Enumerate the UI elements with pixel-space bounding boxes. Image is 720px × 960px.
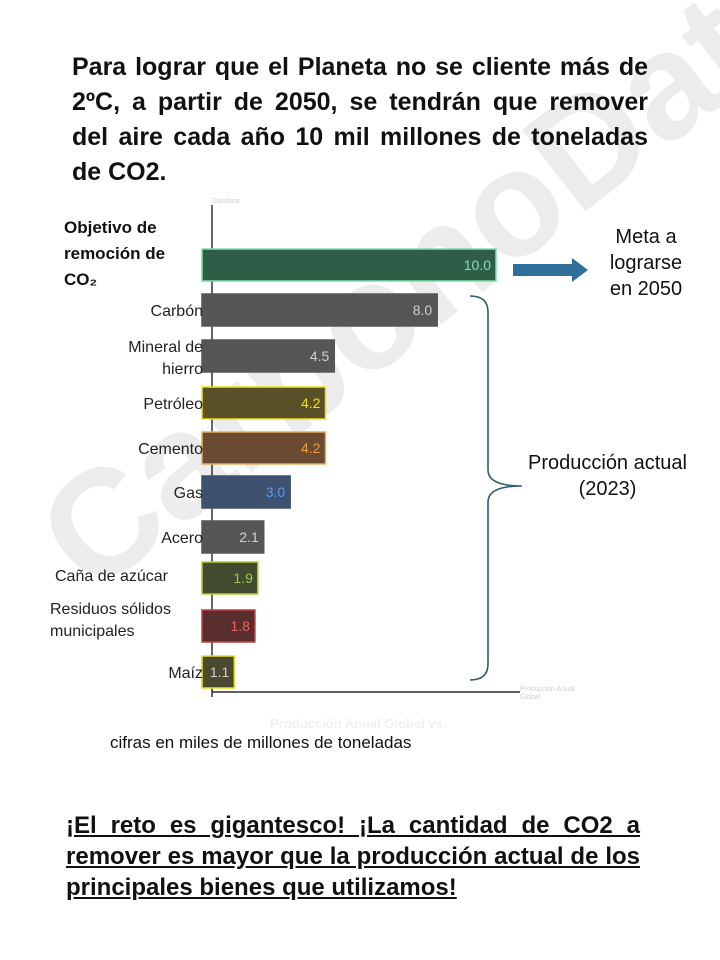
bar: [201, 655, 236, 689]
category-labels: Objetivo de remoción de CO₂ Carbón Mineral d…: [50, 218, 203, 682]
bar-value-label: 3.0: [266, 484, 286, 500]
bar-chart: Objetivo de remoción de CO₂ Carbón Mineral d…: [50, 205, 588, 697]
category-label: Gas: [174, 485, 203, 502]
bar: [201, 431, 327, 465]
bar-value-label: 4.2: [301, 395, 321, 411]
bars: [201, 248, 497, 689]
bar: [201, 561, 259, 595]
production-label: Producción actual (2023): [500, 450, 715, 502]
category-label: Mineral de hierro: [128, 339, 203, 378]
value-labels: 10.0 8.0 4.5 4.2 4.2 3.0 2.1 1.9 1.8 1.1: [210, 257, 491, 680]
meta-label-line: lograrse: [609, 252, 683, 274]
faint-axis-title: Producción Anual Global vs.: [270, 716, 447, 731]
bar-value-label: 1.9: [233, 570, 253, 586]
faint-right-label: Producción Anual Global: [520, 686, 575, 701]
bar: [201, 475, 291, 509]
meta-arrow: [513, 258, 588, 282]
production-label-line: Producción actual: [528, 452, 687, 474]
bar-value-label: 4.5: [310, 348, 330, 364]
bar: [201, 339, 336, 373]
bar: [201, 248, 497, 282]
bar-value-label: 8.0: [413, 302, 433, 318]
bar: [201, 386, 327, 420]
meta-label-line: en 2050: [609, 278, 683, 300]
category-label: Maíz: [168, 665, 203, 682]
bar: [201, 609, 256, 643]
meta-label: Meta a lograrse en 2050: [596, 224, 696, 302]
bar-value-label: 2.1: [239, 529, 259, 545]
category-label: Objetivo de remoción de CO₂: [64, 218, 165, 289]
bar-value-label: 10.0: [464, 257, 491, 273]
bar-value-label: 1.1: [210, 664, 230, 680]
units-note: cifras en miles de millones de toneladas: [110, 733, 412, 752]
bar: [201, 293, 438, 327]
category-label: Residuos sólidos municipales: [50, 601, 171, 640]
bar: [201, 520, 265, 554]
bar-value-label: 4.2: [301, 440, 321, 456]
bar-value-label: 1.8: [230, 618, 250, 634]
arrow-right-icon: [513, 258, 588, 282]
curly-brace-icon: [469, 295, 523, 681]
meta-label-line: Meta a: [615, 226, 677, 248]
category-label: Carbón: [151, 303, 203, 320]
category-label: Caña de azúcar: [55, 568, 169, 585]
challenge-text: ¡El reto es gigantesco! ¡La cantidad de …: [66, 812, 640, 901]
faint-top-label: Gasolina: [212, 198, 240, 205]
headline: Para lograr que el Planeta no se cliente…: [72, 53, 648, 186]
category-label: Cemento: [138, 441, 203, 458]
category-label: Acero: [161, 530, 203, 547]
category-label: Petróleo: [143, 396, 203, 413]
production-label-line: (2023): [578, 478, 637, 500]
